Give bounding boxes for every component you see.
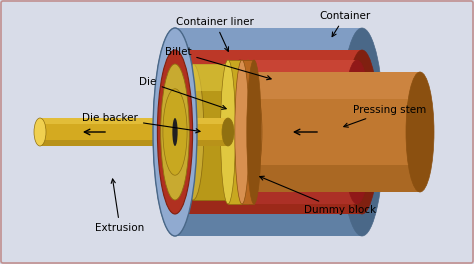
Text: Dummy block: Dummy block [260, 176, 376, 215]
FancyBboxPatch shape [175, 189, 362, 236]
FancyBboxPatch shape [248, 165, 420, 192]
FancyBboxPatch shape [40, 118, 228, 146]
Ellipse shape [406, 72, 434, 192]
Ellipse shape [157, 50, 192, 214]
Text: Container liner: Container liner [176, 17, 254, 51]
Ellipse shape [34, 118, 46, 146]
Ellipse shape [163, 89, 187, 175]
Text: Billet: Billet [164, 47, 271, 80]
FancyBboxPatch shape [175, 28, 362, 75]
Ellipse shape [153, 28, 197, 236]
Text: Pressing stem: Pressing stem [344, 105, 427, 127]
Ellipse shape [226, 60, 254, 204]
FancyBboxPatch shape [40, 140, 228, 146]
Text: Die: Die [139, 77, 226, 109]
Ellipse shape [235, 60, 249, 204]
FancyBboxPatch shape [175, 177, 362, 214]
Ellipse shape [234, 72, 262, 192]
FancyBboxPatch shape [40, 118, 228, 124]
FancyBboxPatch shape [228, 60, 248, 204]
Ellipse shape [247, 60, 261, 204]
FancyBboxPatch shape [240, 60, 357, 204]
FancyBboxPatch shape [175, 28, 362, 236]
Text: Container: Container [319, 11, 371, 37]
FancyBboxPatch shape [248, 72, 420, 192]
Ellipse shape [345, 50, 379, 214]
Text: Extrusion: Extrusion [95, 179, 145, 233]
Ellipse shape [222, 118, 234, 146]
Ellipse shape [182, 64, 204, 200]
Ellipse shape [220, 60, 236, 204]
Text: Die backer: Die backer [82, 113, 200, 133]
FancyBboxPatch shape [175, 50, 362, 214]
FancyBboxPatch shape [248, 72, 420, 99]
FancyBboxPatch shape [240, 60, 357, 92]
FancyBboxPatch shape [240, 172, 357, 204]
Ellipse shape [161, 64, 189, 200]
Ellipse shape [153, 28, 197, 236]
FancyBboxPatch shape [242, 60, 254, 204]
FancyBboxPatch shape [193, 64, 247, 200]
Ellipse shape [340, 28, 384, 236]
Ellipse shape [236, 64, 258, 200]
Ellipse shape [173, 118, 178, 146]
FancyBboxPatch shape [193, 64, 247, 91]
FancyBboxPatch shape [175, 50, 362, 87]
Ellipse shape [158, 50, 192, 214]
Ellipse shape [343, 60, 371, 204]
Ellipse shape [240, 60, 255, 204]
